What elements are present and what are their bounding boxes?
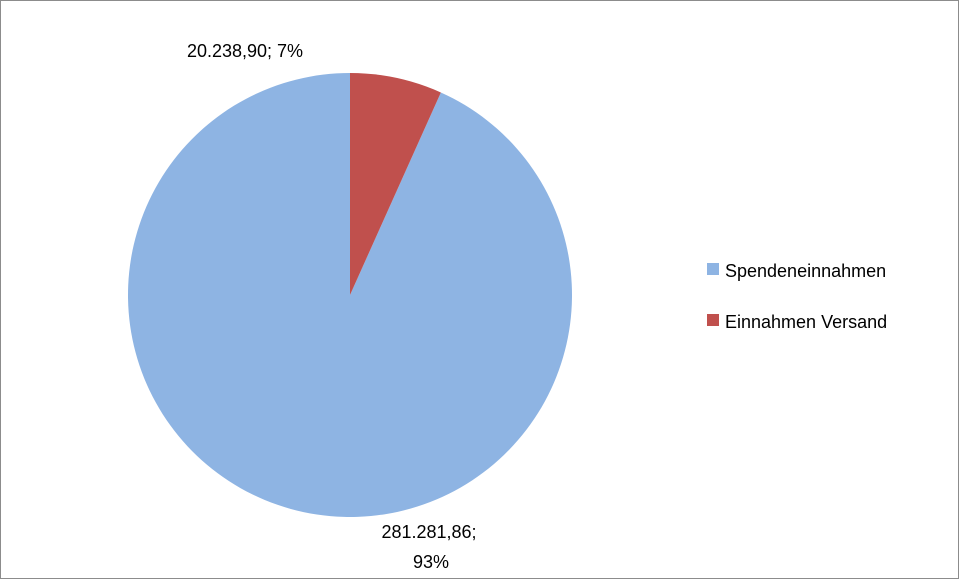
- legend-label-einnahmen-versand: Einnahmen Versand: [725, 312, 887, 332]
- pie-slice-einnahmen-versand: [350, 73, 441, 295]
- pie-slices: [128, 73, 573, 517]
- legend-label-spendeneinnahmen: Spendeneinnahmen: [725, 261, 886, 281]
- pie-slice-spendeneinnahmen: [128, 73, 573, 517]
- legend: Spendeneinnahmen Einnahmen Versand: [707, 261, 887, 332]
- data-label-einnahmen-versand: 20.238,90; 7%: [187, 41, 303, 61]
- data-label-spendeneinnahmen-value: 281.281,86;: [381, 522, 476, 542]
- data-labels: 20.238,90; 7% 281.281,86; 93%: [187, 41, 477, 572]
- legend-swatch-spendeneinnahmen: [707, 263, 719, 275]
- legend-swatch-einnahmen-versand: [707, 314, 719, 326]
- data-label-spendeneinnahmen-percent: 93%: [413, 552, 449, 572]
